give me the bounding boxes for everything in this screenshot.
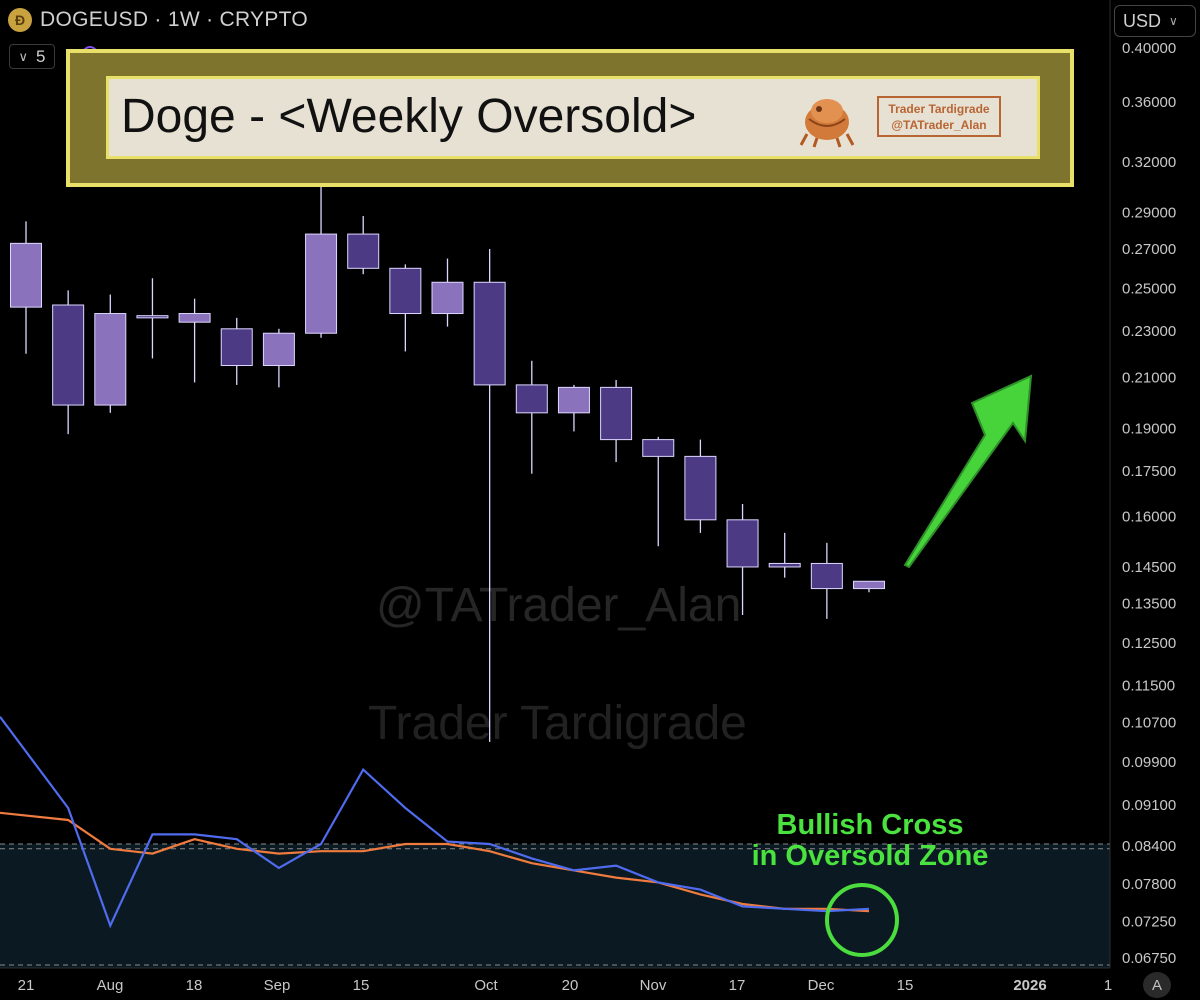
- candle-body: [389, 267, 422, 315]
- time-tick-label: 15: [353, 977, 370, 994]
- logo-line-2: @TATrader_Alan: [891, 117, 987, 132]
- tardigrade-logo-icon: [799, 99, 855, 148]
- logo-line-1: Trader Tardigrade: [888, 101, 990, 116]
- indicator-count: 5: [36, 46, 46, 66]
- title-banner: Doge - <Weekly Oversold> Trader Tardigra…: [66, 49, 1074, 187]
- currency-label: USD: [1123, 10, 1162, 31]
- price-tick-label: 0.36000: [1122, 94, 1176, 111]
- symbol-title: DOGEUSD · 1W · CRYPTO: [40, 8, 309, 31]
- time-tick-label: 17: [729, 977, 746, 994]
- candle-body: [305, 233, 338, 334]
- candle-body: [10, 242, 42, 308]
- candle-body: [768, 562, 801, 568]
- time-tick-label: 21: [18, 977, 35, 994]
- time-tick-label: Oct: [474, 977, 498, 994]
- price-tick-label: 0.19000: [1122, 421, 1176, 438]
- oscillator-fast-line: [0, 716, 870, 929]
- candle-body: [347, 233, 380, 269]
- price-tick-label: 0.11500: [1122, 678, 1175, 695]
- auto-scale-button[interactable]: A: [1143, 972, 1171, 998]
- banner-title: Doge - <Weekly Oversold>: [121, 90, 697, 143]
- price-tick-label: 0.13500: [1122, 596, 1176, 613]
- candle-body: [557, 386, 590, 414]
- price-tick-label: 0.25000: [1122, 280, 1176, 297]
- price-tick-label: 0.27000: [1122, 241, 1176, 258]
- candlestick-series: [10, 183, 885, 742]
- time-axis[interactable]: 21 Aug 18 Sep 15 Oct 20 Nov 17 Dec 15 2026 1: [0, 967, 1112, 994]
- time-tick-label: 18: [186, 977, 203, 994]
- doge-coin-icon: Ð: [8, 8, 32, 32]
- candle-body: [515, 384, 548, 414]
- price-tick-label: 0.16000: [1122, 509, 1176, 526]
- price-tick-label: 0.32000: [1122, 154, 1176, 171]
- time-tick-label: Aug: [97, 977, 124, 994]
- currency-selector[interactable]: USD ∨: [1114, 5, 1196, 37]
- watermark-handle: @TATrader_Alan: [376, 579, 742, 632]
- candle-body: [262, 332, 295, 367]
- time-tick-label: Sep: [264, 977, 291, 994]
- price-tick-label: 0.06750: [1122, 950, 1176, 967]
- candle-body: [684, 455, 717, 521]
- bullish-cross-annotation: Bullish Cross in Oversold Zone: [740, 810, 1000, 872]
- candle-body: [52, 304, 85, 406]
- time-tick-label: 15: [897, 977, 914, 994]
- title-banner-inner: Doge - <Weekly Oversold> Trader Tardigra…: [106, 76, 1040, 159]
- candle-body: [94, 313, 127, 406]
- price-tick-label: 0.14500: [1122, 559, 1176, 576]
- price-tick-label: 0.12500: [1122, 635, 1176, 652]
- time-tick-label: Nov: [640, 977, 667, 994]
- candle-body: [726, 519, 759, 568]
- indicator-count-toggle[interactable]: ∨ 5: [9, 44, 55, 69]
- time-tick-label: 2026: [1013, 977, 1046, 994]
- price-tick-label: 0.07250: [1122, 913, 1176, 930]
- candle-body: [853, 580, 885, 590]
- price-tick-label: 0.29000: [1122, 204, 1176, 221]
- time-tick-label: Dec: [808, 977, 835, 994]
- candle-body: [178, 313, 211, 323]
- time-tick-label: 20: [562, 977, 579, 994]
- candle-body: [810, 562, 843, 590]
- price-tick-label: 0.07800: [1122, 876, 1176, 893]
- symbol-header[interactable]: Ð DOGEUSD · 1W · CRYPTO: [0, 0, 308, 40]
- chevron-down-icon: ∨: [1169, 14, 1178, 28]
- watermark-brand: Trader Tardigrade: [368, 697, 747, 750]
- price-tick-label: 0.10700: [1122, 714, 1176, 731]
- candle-body: [642, 439, 675, 457]
- price-tick-label: 0.08400: [1122, 838, 1176, 855]
- annotation-line-1: Bullish Cross: [776, 809, 964, 841]
- oscillator-levels: [0, 843, 1110, 966]
- bullish-arrow: [903, 374, 1033, 569]
- candle-body: [220, 328, 253, 367]
- chevron-down-icon: ∨: [18, 48, 29, 64]
- price-tick-label: 0.17500: [1122, 463, 1176, 480]
- price-axis[interactable]: 0.40000 0.36000 0.32000 0.29000 0.27000 0.250…: [1109, 0, 1176, 968]
- oscillator-lines: [0, 716, 870, 929]
- price-tick-label: 0.09900: [1122, 754, 1176, 771]
- price-tick-label: 0.21000: [1122, 370, 1176, 387]
- cross-highlight-circle: [825, 883, 899, 957]
- candle-body: [473, 281, 506, 386]
- price-tick-label: 0.23000: [1122, 323, 1176, 340]
- candle-body: [431, 281, 464, 315]
- up-arrow-icon: [903, 374, 1033, 569]
- price-tick-label: 0.40000: [1122, 40, 1176, 57]
- annotation-line-2: in Oversold Zone: [751, 840, 989, 872]
- candle-body: [136, 315, 169, 319]
- price-tick-label: 0.09100: [1122, 797, 1176, 814]
- candle-body: [600, 386, 633, 441]
- logo-badge: Trader Tardigrade @TATrader_Alan: [877, 96, 1001, 137]
- time-tick-label: 1: [1104, 977, 1112, 994]
